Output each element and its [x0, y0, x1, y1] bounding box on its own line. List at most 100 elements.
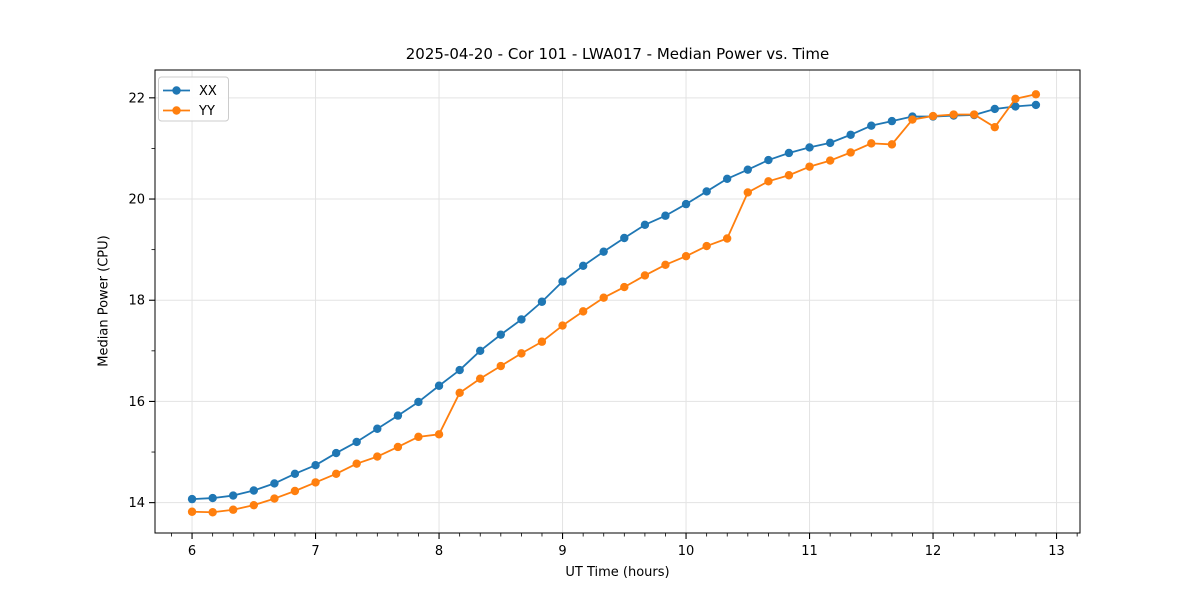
legend-box	[158, 76, 229, 122]
series-marker-XX	[517, 315, 526, 324]
series-marker-YY	[681, 252, 691, 261]
series-marker-XX	[249, 486, 258, 495]
series-marker-XX	[640, 220, 650, 230]
series-marker-XX	[722, 174, 732, 183]
series-marker-YY	[640, 271, 650, 280]
series-marker-XX	[558, 277, 567, 286]
x-tick-label: 11	[801, 544, 818, 559]
series-marker-YY	[620, 282, 629, 292]
series-marker-YY	[455, 388, 464, 398]
series-marker-XX	[805, 143, 814, 152]
series-marker-YY	[908, 115, 917, 124]
series-marker-XX	[1031, 100, 1041, 110]
series-marker-YY	[867, 139, 876, 148]
series-marker-YY	[949, 110, 958, 119]
chart-title: 2025-04-20 - Cor 101 - LWA017 - Median P…	[405, 45, 830, 63]
y-tick-label: 20	[128, 193, 145, 208]
series-marker-YY	[928, 111, 938, 121]
series-marker-XX	[661, 211, 670, 220]
legend-marker-sample	[172, 106, 181, 115]
series-marker-XX	[228, 491, 238, 500]
series-marker-YY	[990, 122, 999, 132]
series-marker-XX	[825, 138, 835, 148]
series-marker-YY	[578, 307, 588, 316]
series-marker-XX	[311, 460, 320, 470]
series-marker-YY	[599, 293, 608, 302]
series-marker-XX	[270, 479, 279, 488]
series-marker-YY	[743, 188, 752, 197]
series-marker-XX	[990, 104, 999, 114]
series-marker-XX	[1011, 102, 1020, 111]
series-marker-XX	[599, 247, 608, 256]
series-marker-XX	[475, 346, 485, 356]
series-marker-YY	[373, 452, 382, 461]
series-marker-YY	[784, 171, 794, 180]
series-marker-YY	[517, 349, 526, 358]
legend-label-XX: XX	[199, 84, 217, 99]
series-marker-YY	[475, 374, 485, 383]
x-tick-label: 13	[1048, 544, 1065, 559]
y-tick-label: 14	[128, 496, 145, 511]
axes-spines	[154, 69, 1081, 534]
series-marker-YY	[496, 361, 505, 371]
series-marker-YY	[702, 241, 711, 251]
series-marker-YY	[208, 508, 217, 517]
series-marker-XX	[352, 437, 361, 447]
series-marker-YY	[722, 234, 732, 243]
series-marker-YY	[249, 500, 258, 510]
series-marker-XX	[620, 233, 629, 243]
series-marker-XX	[434, 381, 444, 390]
series-marker-YY	[1011, 94, 1020, 104]
series-marker-XX	[187, 494, 197, 504]
series-marker-XX	[373, 424, 382, 433]
series-marker-YY	[270, 494, 279, 503]
series-marker-XX	[496, 330, 505, 339]
series-marker-YY	[969, 110, 979, 119]
series-marker-YY	[352, 459, 361, 468]
series-marker-XX	[290, 469, 300, 478]
series-marker-XX	[846, 130, 855, 139]
series-marker-XX	[578, 261, 588, 271]
x-tick-label: 10	[678, 544, 695, 559]
series-marker-YY	[393, 442, 403, 452]
series-marker-YY	[1031, 90, 1041, 99]
series-marker-XX	[784, 148, 794, 158]
y-tick-label: 18	[128, 294, 145, 309]
series-marker-XX	[764, 155, 773, 165]
series-marker-YY	[558, 321, 567, 330]
series-marker-XX	[537, 297, 547, 306]
series-marker-YY	[887, 140, 897, 149]
series-marker-YY	[537, 337, 547, 346]
series-marker-YY	[228, 505, 238, 514]
x-tick-label: 12	[925, 544, 942, 559]
series-marker-YY	[825, 156, 835, 165]
x-tick-label: 8	[435, 544, 443, 559]
series-marker-YY	[434, 430, 444, 439]
series-marker-XX	[208, 493, 217, 503]
series-marker-XX	[743, 165, 752, 174]
series-line-XX	[192, 104, 1036, 500]
series-marker-XX	[414, 397, 423, 407]
legend-label-YY: YY	[198, 104, 215, 119]
legend-marker-sample	[172, 86, 181, 95]
series-marker-YY	[187, 507, 197, 516]
series-marker-YY	[805, 162, 814, 171]
y-axis-label: Median Power (CPU)	[96, 235, 112, 367]
series-marker-XX	[393, 411, 403, 420]
series-line-YY	[192, 93, 1037, 514]
series-marker-YY	[311, 478, 320, 487]
series-marker-YY	[290, 486, 300, 496]
legend: XX YY	[158, 76, 229, 122]
x-axis-label: UT Time (hours)	[565, 565, 670, 580]
series-marker-YY	[661, 260, 670, 270]
series-marker-XX	[867, 121, 876, 130]
y-tick-label: 16	[128, 395, 145, 410]
y-tick-label: 22	[128, 91, 145, 106]
x-tick-label: 6	[188, 544, 196, 559]
series-marker-YY	[846, 148, 855, 157]
series-marker-YY	[331, 469, 341, 478]
series-marker-XX	[331, 448, 341, 458]
series-marker-XX	[455, 365, 464, 375]
